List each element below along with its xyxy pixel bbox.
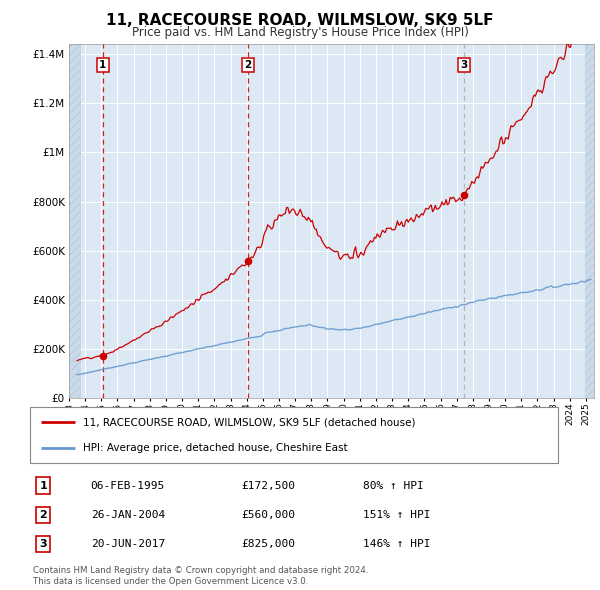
Text: 3: 3 [40,539,47,549]
Text: 3: 3 [461,60,468,70]
FancyBboxPatch shape [30,407,558,463]
Text: HPI: Average price, detached house, Cheshire East: HPI: Average price, detached house, Ches… [83,443,347,453]
Text: £825,000: £825,000 [241,539,295,549]
Text: £560,000: £560,000 [241,510,295,520]
Bar [69,44,81,398]
Text: 80% ↑ HPI: 80% ↑ HPI [362,481,424,490]
Text: 20-JUN-2017: 20-JUN-2017 [91,539,165,549]
Text: 2: 2 [40,510,47,520]
Text: 06-FEB-1995: 06-FEB-1995 [91,481,165,490]
Text: Contains HM Land Registry data © Crown copyright and database right 2024.: Contains HM Land Registry data © Crown c… [33,566,368,575]
Text: 1: 1 [40,481,47,490]
Text: This data is licensed under the Open Government Licence v3.0.: This data is licensed under the Open Gov… [33,577,308,586]
Text: 151% ↑ HPI: 151% ↑ HPI [362,510,430,520]
Text: £172,500: £172,500 [241,481,295,490]
Text: 11, RACECOURSE ROAD, WILMSLOW, SK9 5LF: 11, RACECOURSE ROAD, WILMSLOW, SK9 5LF [106,13,494,28]
Text: 1: 1 [99,60,106,70]
Text: 26-JAN-2004: 26-JAN-2004 [91,510,165,520]
Bar [584,44,594,398]
Text: 2: 2 [244,60,251,70]
Text: 11, RACECOURSE ROAD, WILMSLOW, SK9 5LF (detached house): 11, RACECOURSE ROAD, WILMSLOW, SK9 5LF (… [83,417,415,427]
Text: 146% ↑ HPI: 146% ↑ HPI [362,539,430,549]
Text: Price paid vs. HM Land Registry's House Price Index (HPI): Price paid vs. HM Land Registry's House … [131,26,469,39]
